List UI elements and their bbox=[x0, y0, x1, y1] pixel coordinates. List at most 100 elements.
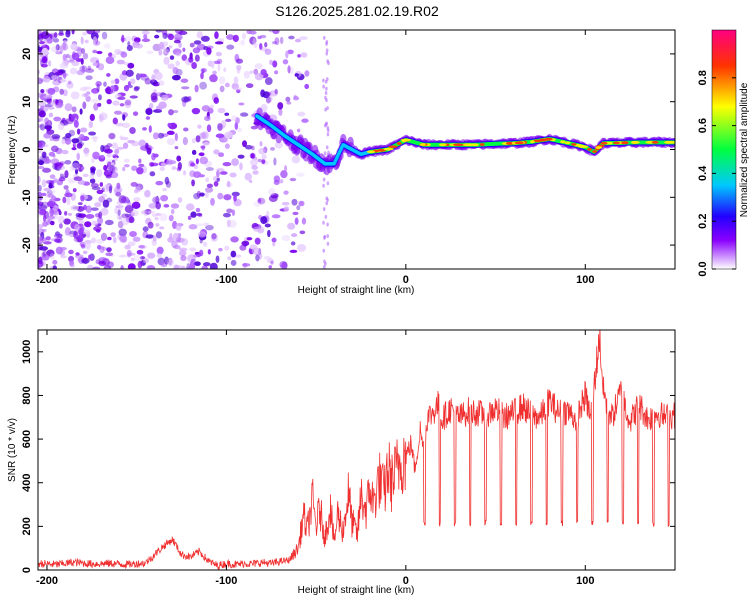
spectrogram-noise-blob bbox=[105, 252, 114, 257]
spectrogram-noise-blob bbox=[148, 202, 158, 209]
spectrogram-noise-blob bbox=[56, 165, 66, 170]
spectrogram-noise-blob bbox=[271, 41, 278, 45]
spectrogram-noise-blob bbox=[188, 56, 194, 63]
spectrogram-noise-blob bbox=[151, 74, 156, 83]
trace-hotspot bbox=[419, 143, 426, 146]
spectrogram-noise-blob bbox=[40, 31, 50, 39]
spectrogram-noise-blob bbox=[112, 153, 119, 158]
spectrogram-noise-blob bbox=[215, 133, 225, 139]
spectrogram-noise-blob bbox=[219, 85, 225, 93]
spectrogram-noise-blob bbox=[284, 165, 288, 172]
spectrogram-noise-blob bbox=[296, 205, 301, 211]
spectrogram-noise-blob bbox=[327, 150, 330, 155]
spectrogram-noise-blob bbox=[268, 30, 273, 33]
spectrogram-noise-blob bbox=[63, 185, 69, 190]
spectrogram-noise-blob bbox=[177, 161, 182, 170]
spectrogram-noise-blob bbox=[218, 152, 225, 158]
spectrogram-noise-blob bbox=[182, 170, 187, 176]
spectrogram-noise-blob bbox=[103, 164, 108, 171]
spectrogram-noise-blob bbox=[172, 67, 179, 75]
spectrogram-y-ticks: -20 -10 0 10 20 bbox=[21, 48, 675, 253]
spectrogram-noise-blob bbox=[167, 160, 177, 165]
spectrogram-noise-blob bbox=[254, 63, 263, 70]
spectrogram-noise-blob bbox=[152, 132, 159, 140]
spectrogram-noise-blob bbox=[171, 74, 181, 81]
spectrogram-noise-blob bbox=[260, 68, 267, 76]
spectrogram-noise-blob bbox=[158, 101, 167, 109]
spectrogram-noise-blob bbox=[216, 168, 225, 172]
spectrogram-noise-blob bbox=[58, 210, 62, 216]
spectrogram-noise-blob bbox=[84, 39, 89, 44]
spectrogram-noise-blob bbox=[61, 149, 69, 155]
spectrogram-noise-blob bbox=[279, 261, 288, 268]
spectrogram-noise-blob bbox=[70, 113, 76, 121]
spectrogram-noise-blob bbox=[325, 86, 328, 91]
snr-panel: -200 -100 0 100 0 200 400 600 800 1000 Height of… bbox=[7, 329, 676, 596]
spectrogram-noise-blob bbox=[38, 175, 41, 184]
spectrogram-noise-blob bbox=[201, 145, 205, 151]
spectrogram-noise-blob bbox=[38, 119, 41, 123]
spectrogram-noise-blob bbox=[40, 88, 45, 94]
spectrogram-noise-blob bbox=[101, 193, 108, 198]
spectrogram-noise-blob bbox=[115, 122, 125, 127]
spectrogram-noise-blob bbox=[153, 153, 159, 158]
spectrogram-noise-blob bbox=[98, 94, 102, 101]
spectrogram-noise-blob bbox=[121, 34, 125, 43]
spectrogram-noise-blob bbox=[246, 237, 253, 241]
spectrogram-noise-blob bbox=[231, 191, 240, 197]
spectrogram-noise-blob bbox=[206, 183, 214, 188]
spectrogram-noise-blob bbox=[122, 114, 126, 121]
spectrogram-noise-blob bbox=[233, 194, 237, 202]
spectrogram-noise-blob bbox=[60, 255, 67, 259]
spectrogram-noise-blob bbox=[274, 37, 280, 46]
spectrogram-noise-blob bbox=[71, 30, 75, 35]
trace-hotspot bbox=[539, 138, 546, 142]
spectrogram-noise-blob bbox=[145, 107, 153, 115]
spectrogram-noise-blob bbox=[79, 108, 83, 115]
spectrogram-noise-blob bbox=[82, 173, 89, 178]
spectrogram-noise-blob bbox=[323, 259, 326, 264]
trace-hotspot bbox=[462, 143, 473, 147]
y-tick-label: 800 bbox=[21, 386, 33, 404]
spectrogram-noise-blob bbox=[64, 159, 72, 165]
spectrogram-noise-blob bbox=[43, 241, 52, 245]
spectrogram-noise-blob bbox=[138, 163, 145, 167]
spectrogram-trace bbox=[253, 107, 675, 176]
spectrogram-noise-blob bbox=[155, 212, 162, 216]
spectrogram-noise-blob bbox=[324, 79, 328, 84]
spectrogram-noise-blob bbox=[215, 170, 220, 178]
spectrogram-noise-blob bbox=[260, 103, 268, 112]
spectrogram-noise-blob bbox=[167, 258, 175, 267]
spectrogram-noise-blob bbox=[38, 110, 46, 118]
spectrogram-noise-blob bbox=[213, 180, 219, 187]
spectrogram-noise-blob bbox=[38, 140, 43, 148]
spectrogram-noise-blob bbox=[242, 32, 246, 40]
spectrogram-noise-blob bbox=[139, 73, 147, 78]
spectrogram-noise-blob bbox=[232, 34, 239, 43]
spectrogram-noise-blob bbox=[280, 170, 288, 179]
spectrogram-noise-blob bbox=[79, 65, 88, 73]
spectrogram-noise-blob bbox=[124, 213, 131, 217]
trace-hotspot bbox=[514, 141, 524, 145]
trace-hotspot bbox=[651, 140, 659, 144]
spectrogram-noise-blob bbox=[72, 160, 80, 169]
spectrogram-noise-blob bbox=[197, 124, 202, 129]
spectrogram-noise-blob bbox=[274, 70, 279, 75]
spectrogram-noise-blob bbox=[114, 48, 122, 56]
spectrogram-noise-blob bbox=[141, 210, 148, 215]
spectrogram-noise-blob bbox=[171, 240, 178, 249]
spectrogram-noise-blob bbox=[47, 87, 56, 96]
spectrogram-noise-blob bbox=[38, 30, 42, 36]
spectrogram-noise-blob bbox=[107, 165, 113, 173]
spectrogram-noise-blob bbox=[202, 222, 210, 226]
spectrogram-noise-blob bbox=[182, 137, 188, 146]
spectrogram-noise-blob bbox=[287, 49, 294, 55]
spectrogram-noise-blob bbox=[123, 158, 130, 163]
spectrogram-noise-blob bbox=[237, 154, 245, 159]
spectrogram-noise-blob bbox=[249, 152, 256, 159]
spectrogram-noise-blob bbox=[222, 161, 232, 167]
spectrogram-noise-blob bbox=[251, 165, 259, 170]
spectrogram-noise-blob bbox=[92, 151, 100, 160]
spectrogram-noise-blob bbox=[267, 229, 271, 238]
spectrogram-noise-blob bbox=[118, 254, 127, 258]
